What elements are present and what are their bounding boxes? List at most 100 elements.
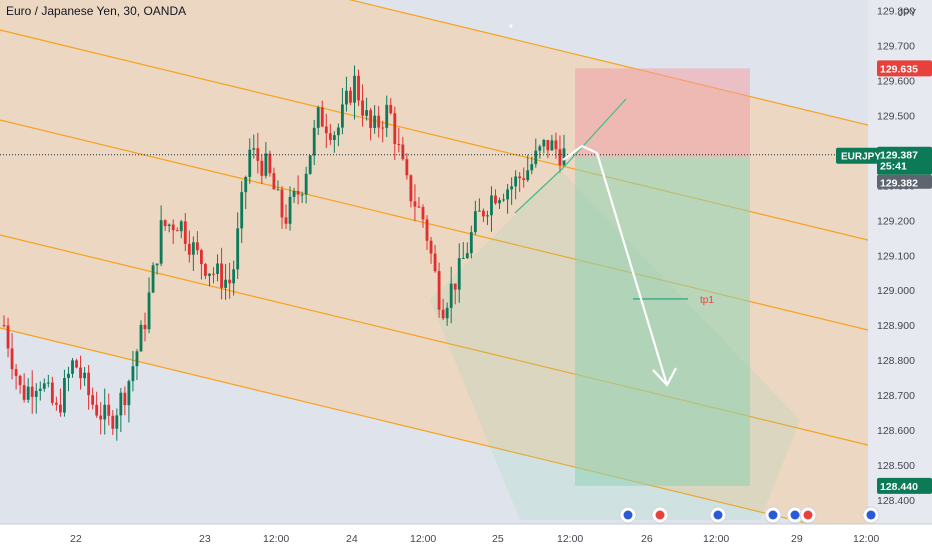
candle-body: [522, 178, 526, 181]
candle-body: [195, 242, 199, 251]
candle-body: [83, 372, 86, 379]
candle-body: [123, 392, 127, 406]
target-price-tag-bg: [877, 477, 932, 494]
candle-body: [2, 325, 6, 327]
candle-body: [147, 292, 151, 330]
time-label: 12:00: [853, 533, 879, 545]
candle-body: [389, 104, 393, 114]
candle-body: [248, 149, 252, 177]
candle-body: [232, 269, 236, 284]
price-tick-label: 129.200: [877, 215, 915, 227]
candle-body: [534, 150, 538, 165]
candle-body: [393, 113, 397, 144]
candle-body: [421, 207, 425, 220]
candle-body: [361, 100, 364, 116]
candle-body: [369, 110, 373, 128]
entry-price-tag-bg: [877, 174, 932, 189]
candle-body: [143, 324, 147, 330]
event-marker-icon: [619, 506, 637, 524]
candle-body: [381, 127, 385, 129]
candle-body: [345, 90, 348, 105]
candle-body: [461, 257, 465, 259]
target-price-tag-text: 128.440: [880, 481, 918, 493]
event-marker-dot: [623, 510, 633, 520]
projection-cone: [430, 170, 800, 520]
candle-body: [530, 164, 534, 171]
candle-body: [385, 104, 389, 128]
candle-body: [506, 189, 509, 200]
candle-body: [236, 228, 240, 270]
time-label: 22: [70, 533, 82, 545]
symbol-title: Euro / Japanese Yen, 30, OANDA: [6, 4, 187, 18]
candle-body: [260, 160, 264, 176]
candle-body: [429, 240, 433, 254]
candle-body: [490, 195, 493, 216]
candle-body: [542, 139, 546, 147]
candle-body: [320, 107, 324, 127]
candle-body: [336, 127, 340, 136]
ticker-badge-bg: [836, 147, 880, 164]
candle-body: [405, 159, 409, 176]
candle-body: [79, 367, 82, 379]
candle-body: [296, 190, 300, 195]
arrowhead: [652, 367, 677, 387]
channel-line: [0, 29, 932, 257]
candle-body: [87, 372, 91, 396]
candle-body: [75, 360, 78, 368]
candle-body: [30, 386, 34, 397]
candle-body: [208, 273, 211, 276]
candle-body: [264, 153, 268, 176]
candle-body: [103, 404, 107, 420]
ticker-badge: EURJPY: [836, 147, 881, 164]
candle-body: [494, 195, 497, 204]
trendline-breakout: [562, 98, 627, 169]
event-marker-icon: [764, 506, 782, 524]
candle-body: [312, 127, 316, 156]
candle-body: [220, 263, 223, 288]
event-marker-dot: [803, 510, 813, 520]
candle-body: [445, 307, 449, 319]
candle-body: [272, 173, 276, 190]
candle-body: [413, 201, 417, 207]
candle-body: [401, 144, 405, 160]
time-label: 26: [641, 533, 653, 545]
price-tick-label: 128.400: [877, 495, 915, 507]
candle-body: [151, 265, 155, 293]
candle-body: [324, 126, 328, 134]
price-tick-label: 128.600: [877, 425, 915, 437]
candle-body: [554, 140, 558, 150]
candle-body: [328, 133, 332, 140]
candle-body: [256, 148, 260, 161]
candle-body: [91, 395, 95, 405]
candle-body: [175, 230, 179, 232]
candle-body: [502, 199, 505, 201]
candle-body: [365, 110, 368, 116]
candle-body: [6, 325, 10, 349]
tiny-marker: [509, 24, 513, 28]
candle-body: [546, 139, 550, 151]
candle-body: [240, 192, 244, 229]
projected-path-arrow: [562, 144, 669, 386]
time-label: 12:00: [557, 533, 583, 545]
candle-body: [453, 283, 457, 290]
candle-body: [433, 253, 437, 272]
event-marker-icon: [709, 506, 727, 524]
candle-body: [183, 221, 187, 244]
candle-body: [268, 153, 272, 174]
candle-body: [482, 210, 485, 217]
candle-body: [10, 348, 14, 370]
candle-body: [316, 107, 320, 128]
candle-body: [46, 382, 50, 384]
event-marker-dot: [790, 510, 800, 520]
candle-body: [397, 143, 401, 145]
candle-body: [71, 360, 74, 374]
candle-body: [477, 210, 481, 212]
price-axis-background: [868, 0, 932, 524]
candle-body: [167, 224, 171, 227]
candle-body: [284, 217, 288, 224]
candle-body: [518, 176, 522, 179]
candle-body: [280, 189, 284, 218]
